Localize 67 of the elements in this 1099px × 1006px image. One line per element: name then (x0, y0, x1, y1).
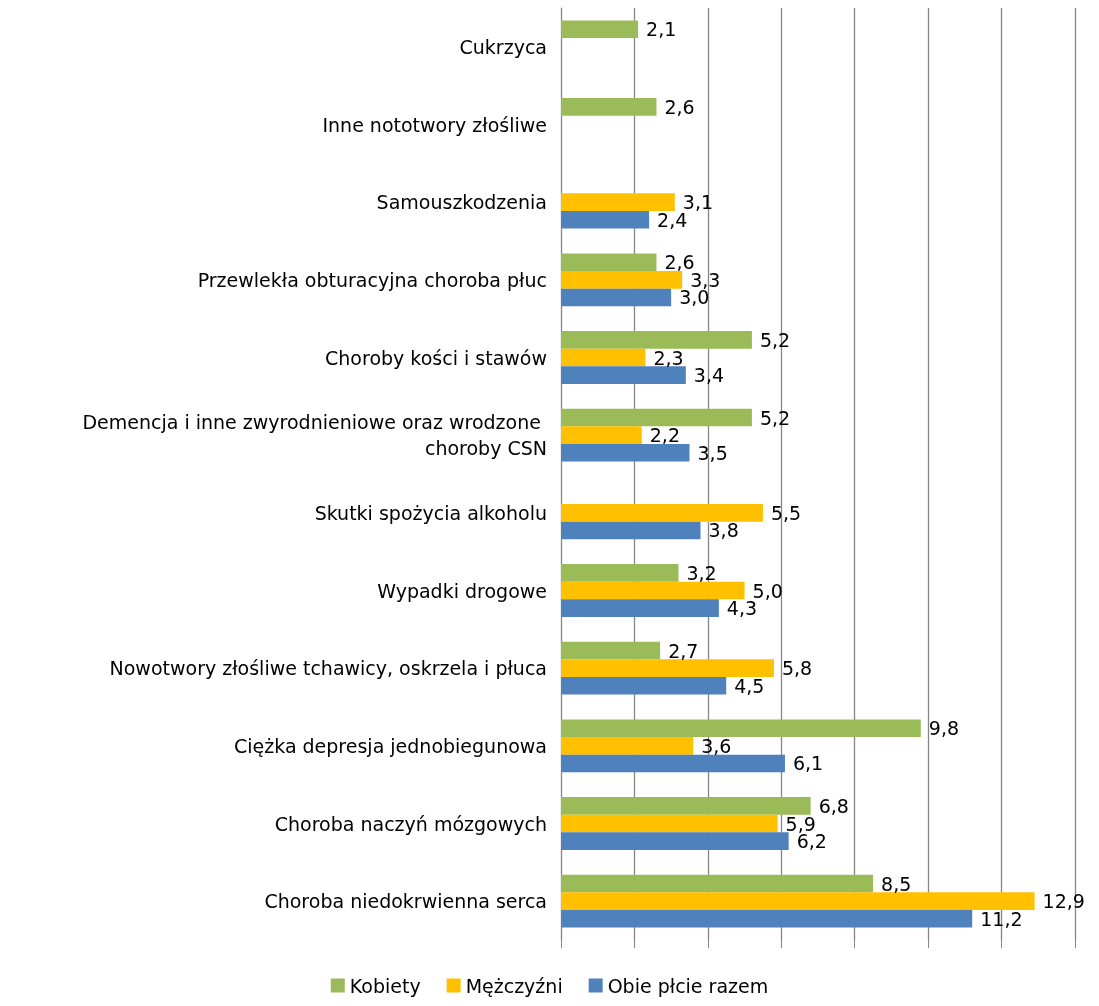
data-label: 6,8 (818, 794, 849, 817)
y-tick-label: Choroby kości i stawów (325, 346, 547, 369)
data-label: 3,8 (708, 519, 739, 542)
data-label: 3,2 (686, 561, 717, 584)
y-tick-label: Demencja i inne zwyrodnieniowe oraz wrodzone choroby CSN (82, 411, 547, 460)
y-tick-label: Nowotwory złośliwe tchawicy, oskrzela i płuca (109, 657, 547, 680)
data-label: 3,6 (701, 734, 732, 757)
bar (561, 271, 683, 289)
data-label: 5,9 (785, 812, 816, 835)
data-label: 2,3 (653, 346, 684, 369)
bar (561, 20, 639, 39)
data-label: 5,5 (770, 501, 802, 524)
data-label: 2,2 (649, 424, 680, 447)
bar (561, 719, 921, 738)
data-label: 8,5 (881, 872, 912, 895)
data-label: 3,5 (697, 441, 728, 464)
y-tick-label: Przewlekła obturacyjna choroba płuc (197, 268, 547, 291)
bar (561, 909, 973, 928)
data-label: 11,2 (980, 907, 1023, 930)
bar (561, 599, 719, 617)
data-label: 2,6 (664, 95, 695, 118)
y-tick-label: Samouszkodzenia (376, 191, 547, 214)
bar (561, 210, 650, 229)
legend-label: Mężczyźni (465, 974, 563, 997)
bar (561, 641, 661, 660)
data-label: 4,5 (734, 674, 765, 697)
y-tick-label: Cukrzyca (459, 35, 547, 58)
bar (561, 504, 763, 522)
bar (561, 797, 811, 815)
bar (561, 874, 874, 893)
data-label: 2,7 (668, 639, 699, 662)
y-tick-label: Skutki spożycia alkoholu (314, 501, 547, 524)
bar (561, 832, 789, 850)
bar (561, 331, 752, 349)
y-tick-label: Ciężka depresja jednobiegunowa (234, 734, 547, 757)
y-tick-label: Choroba naczyń mózgowych (274, 812, 547, 835)
data-label: 2,1 (646, 18, 677, 41)
bar (561, 366, 686, 384)
bar (561, 98, 657, 116)
bar (561, 754, 785, 773)
bar (561, 814, 778, 833)
y-tick-label: Choroba niedokrwienna serca (264, 890, 547, 913)
legend-label: Obie płcie razem (607, 974, 769, 997)
data-label: 6,1 (792, 752, 824, 775)
bar (561, 348, 646, 367)
bar (561, 564, 679, 582)
data-label: 12,9 (1042, 890, 1085, 913)
bar (561, 521, 701, 540)
data-label: 3,4 (693, 364, 725, 387)
data-label: 5,2 (759, 406, 791, 429)
bar (561, 892, 1035, 910)
data-label: 9,8 (928, 717, 960, 740)
bar (561, 443, 690, 462)
bar (561, 676, 727, 695)
legend-label: Kobiety (349, 974, 421, 997)
bar (561, 408, 752, 427)
y-tick-label: Inne nototwory złośliwe (322, 113, 547, 136)
bar (561, 193, 675, 211)
bar (561, 737, 694, 755)
data-label: 5,8 (781, 657, 813, 680)
bar (561, 288, 672, 307)
bar (561, 426, 642, 444)
bar (561, 659, 774, 677)
y-tick-label: Wypadki drogowe (377, 579, 547, 602)
data-label: 5,2 (759, 328, 791, 351)
bar (561, 581, 745, 600)
bar (561, 253, 657, 272)
